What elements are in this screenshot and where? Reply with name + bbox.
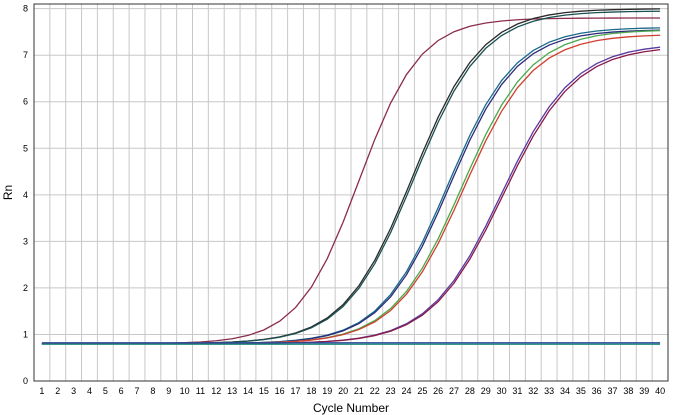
x-tick-label: 23 [386, 386, 396, 396]
grid [34, 4, 668, 381]
x-tick-label: 19 [322, 386, 332, 396]
x-tick-label: 3 [71, 386, 76, 396]
x-tick-label: 14 [243, 386, 253, 396]
x-tick-label: 5 [103, 386, 108, 396]
x-tick-label: 26 [433, 386, 443, 396]
plot-frame [33, 3, 669, 382]
x-tick-label: 30 [497, 386, 507, 396]
x-tick-label: 21 [354, 386, 364, 396]
x-tick-label: 29 [481, 386, 491, 396]
x-tick-label: 1 [39, 386, 44, 396]
x-tick-label: 6 [119, 386, 124, 396]
x-tick-label: 28 [465, 386, 475, 396]
x-tick-label: 33 [544, 386, 554, 396]
x-tick-label: 24 [401, 386, 411, 396]
x-tick-label: 39 [639, 386, 649, 396]
x-tick-label: 7 [135, 386, 140, 396]
x-tick-labels: 1 2 3 4 5 6 7 8 9 10 11 12 13 14 15 16 17 18 19 20 21 22 23 24 2… [39, 386, 665, 396]
x-tick-label: 38 [623, 386, 633, 396]
x-tick-label: 12 [211, 386, 221, 396]
x-tick-label: 36 [592, 386, 602, 396]
x-tick-label: 35 [576, 386, 586, 396]
x-tick-label: 20 [338, 386, 348, 396]
x-tick-label: 31 [512, 386, 522, 396]
y-tick-label: 4 [23, 190, 28, 200]
y-tick-label: 8 [23, 4, 28, 14]
x-tick-label: 17 [291, 386, 301, 396]
x-tick-label: 18 [306, 386, 316, 396]
x-tick-label: 10 [180, 386, 190, 396]
x-tick-label: 4 [87, 386, 92, 396]
x-tick-label: 37 [608, 386, 618, 396]
x-tick-label: 40 [655, 386, 665, 396]
y-tick-label: 0 [23, 376, 28, 386]
y-tick-labels: 0 1 2 3 4 5 6 7 8 [23, 4, 28, 386]
x-tick-label: 32 [528, 386, 538, 396]
x-tick-label: 27 [449, 386, 459, 396]
x-tick-label: 15 [259, 386, 269, 396]
x-tick-label: 22 [370, 386, 380, 396]
y-tick-label: 6 [23, 97, 28, 107]
y-axis-label: Rn [1, 185, 15, 200]
x-tick-label: 11 [196, 386, 205, 396]
x-tick-label: 8 [150, 386, 155, 396]
y-tick-label: 5 [23, 143, 28, 153]
y-tick-label: 1 [23, 329, 28, 339]
y-tick-label: 3 [23, 236, 28, 246]
x-tick-label: 13 [227, 386, 237, 396]
x-axis-label: Cycle Number [313, 401, 389, 415]
x-tick-label: 2 [55, 386, 60, 396]
x-tick-label: 9 [166, 386, 171, 396]
x-tick-label: 16 [275, 386, 285, 396]
x-tick-label: 34 [560, 386, 570, 396]
series-group [41, 8, 661, 345]
y-tick-label: 7 [23, 50, 28, 60]
x-tick-label: 25 [417, 386, 427, 396]
y-tick-label: 2 [23, 283, 28, 293]
